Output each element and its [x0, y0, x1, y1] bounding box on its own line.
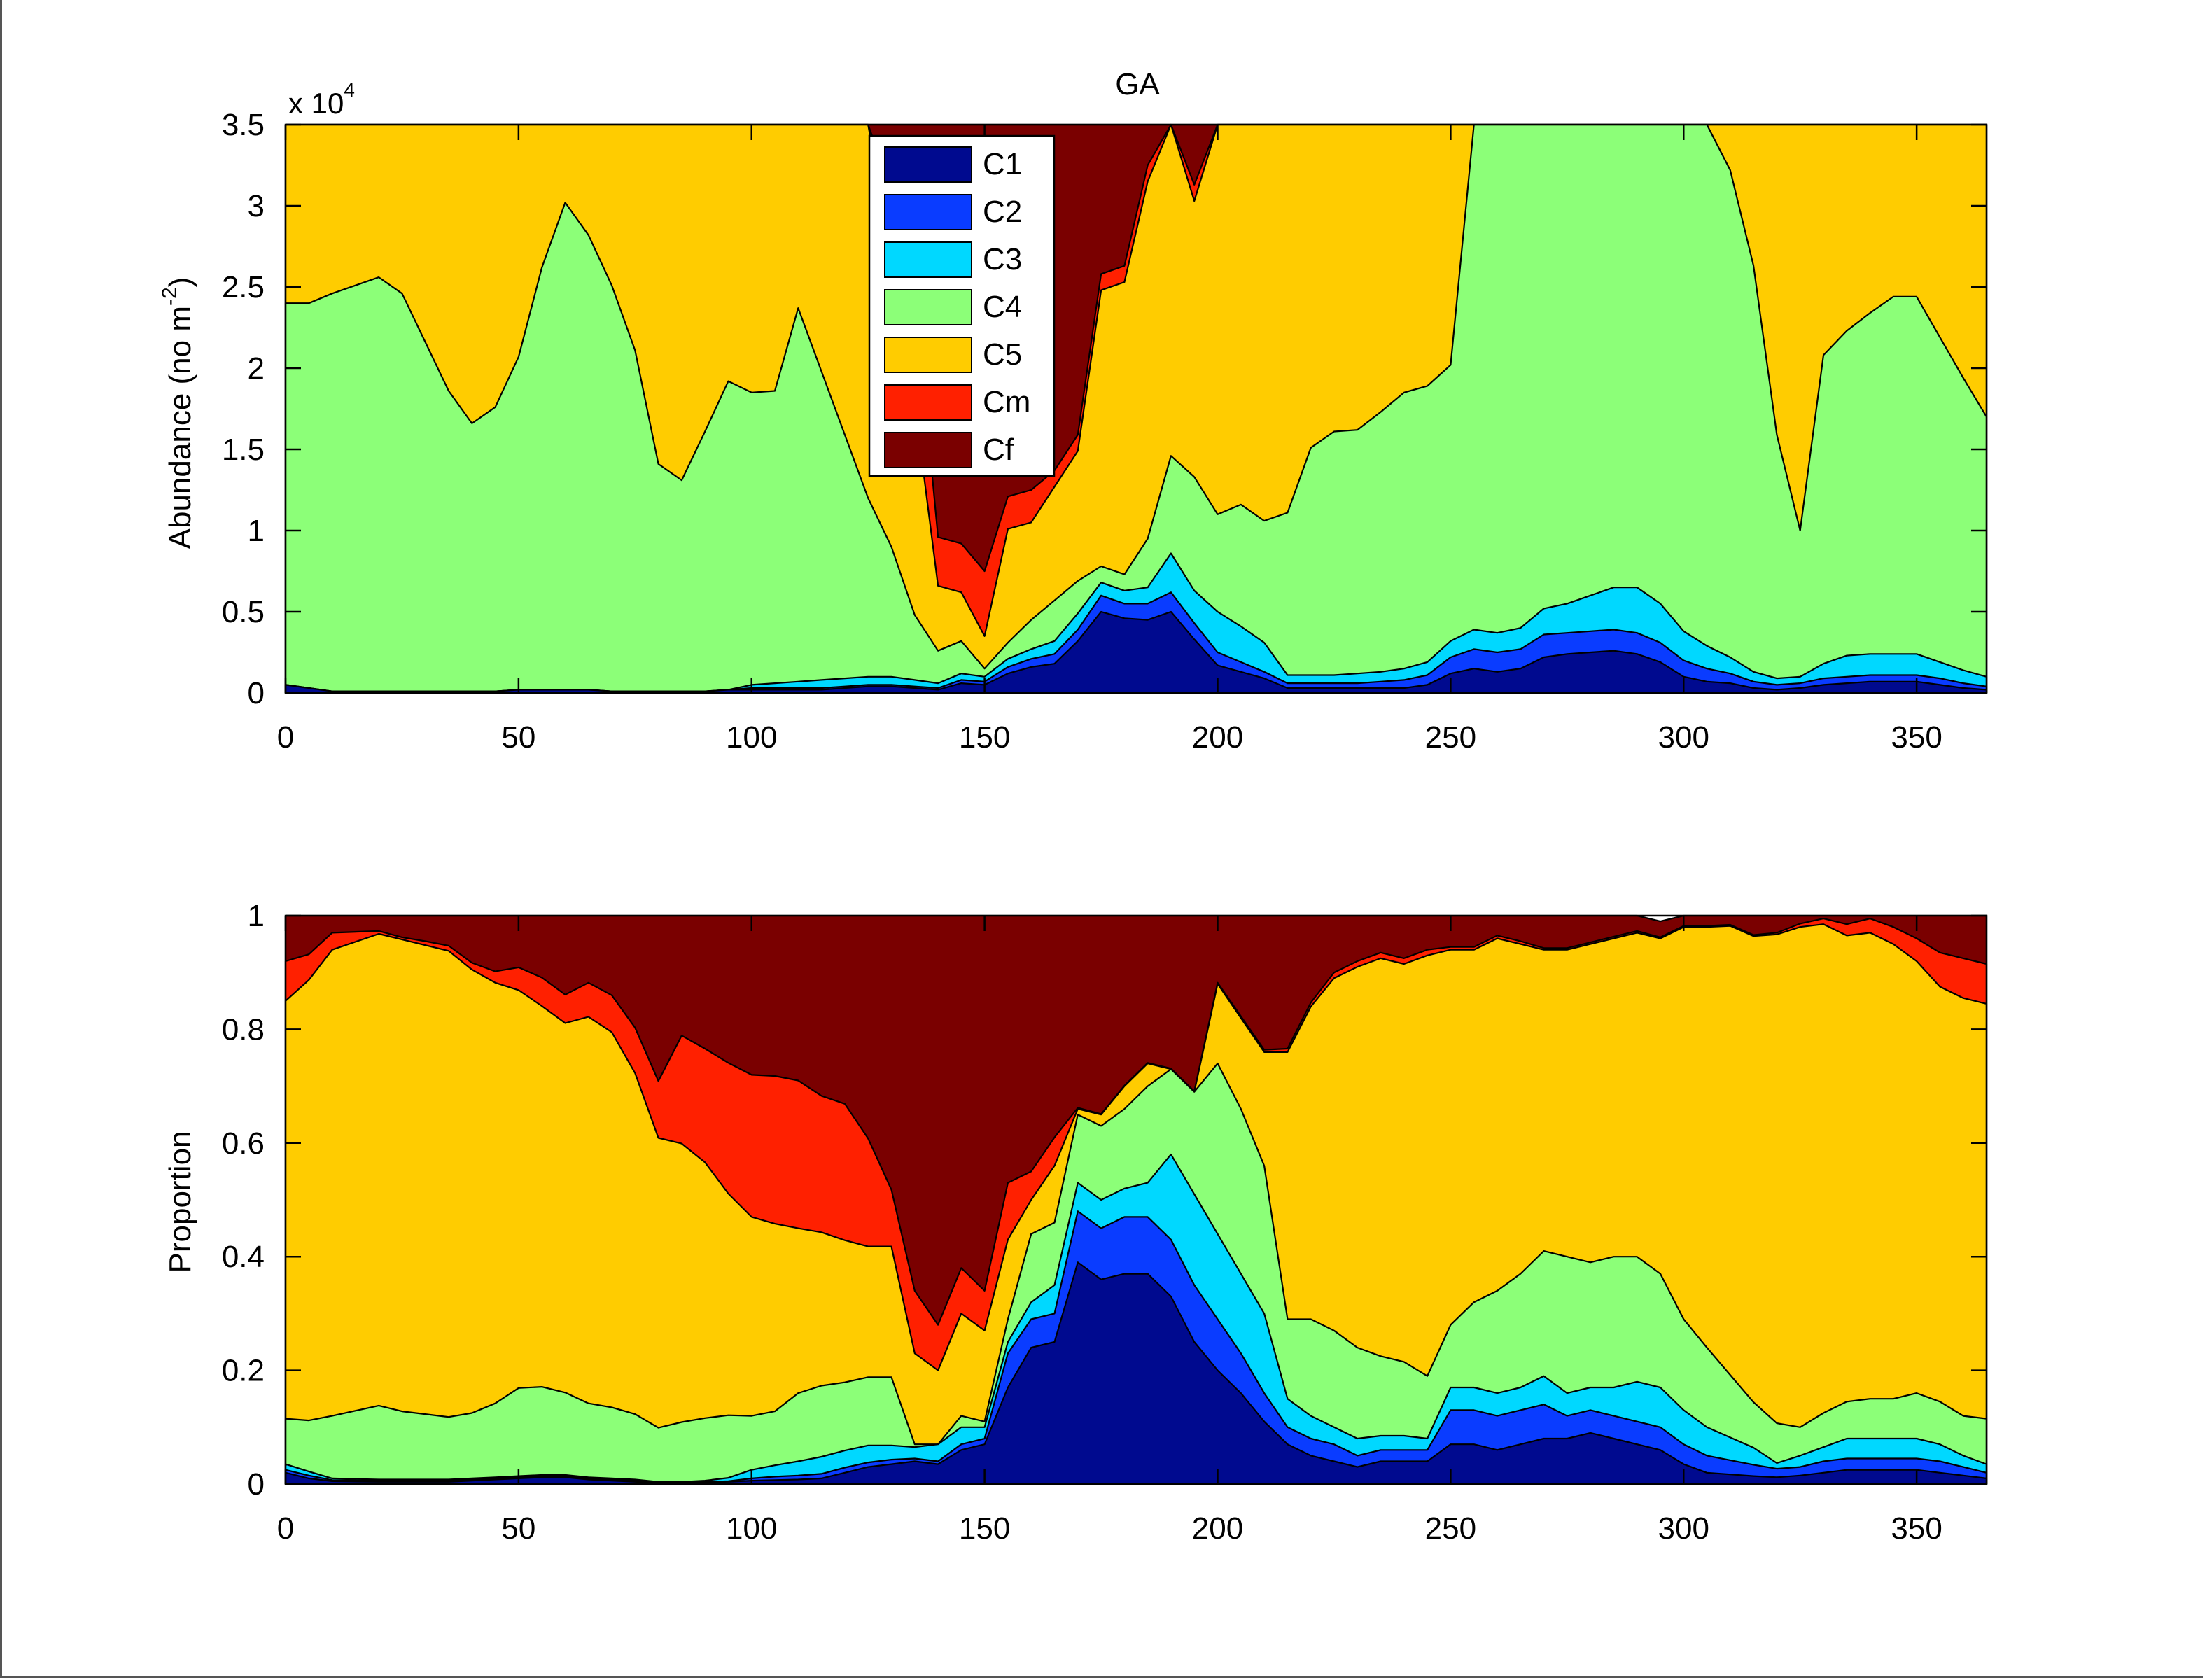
y-tick-label: 1	[248, 899, 265, 933]
area-series-c1	[284, 1261, 1988, 1485]
y-tick-label: 3	[248, 189, 265, 223]
y-tick-label: 2.5	[222, 270, 265, 304]
proportion-panel: Proportion 0 50 100 150 200 250 300 350 0 0.2 0.4 0…	[163, 899, 1988, 1546]
legend-label-c1: C1	[983, 147, 1022, 181]
stacked-areas	[284, 123, 1988, 694]
y-exponent-label: x 104	[288, 79, 355, 120]
stacked-areas	[284, 914, 1988, 1485]
abundance-panel: GA x 104 Abundance (no m-2) 0 50 100 150 200…	[158, 67, 1988, 755]
y-axis-label-bottom: Proportion	[163, 1130, 197, 1273]
x-tick-label: 350	[1891, 720, 1942, 755]
legend-swatch-c3	[884, 241, 972, 278]
legend-label-c3: C3	[983, 242, 1022, 276]
x-tick-label: 0	[277, 720, 294, 755]
x-tick-label: 150	[959, 720, 1010, 755]
x-tick-label: 250	[1425, 720, 1476, 755]
x-tick-label: 200	[1192, 1511, 1243, 1546]
y-exponent-power: 4	[344, 79, 355, 101]
y-axis-label-exponent: -2	[158, 287, 181, 306]
legend-label-c4: C4	[983, 290, 1022, 324]
y-exponent-base: x 10	[288, 87, 344, 120]
y-tick-label: 0.2	[222, 1354, 265, 1388]
legend-swatch-cm	[884, 384, 972, 421]
legend-label-c5: C5	[983, 337, 1022, 372]
legend-swatch-cf	[884, 432, 972, 468]
x-tick-label: 100	[726, 1511, 777, 1546]
legend: C1 C2 C3 C4 C5 Cm Cf	[868, 134, 1056, 477]
y-tick-label: 0	[248, 676, 265, 710]
x-tick-label: 300	[1658, 720, 1709, 755]
x-tick-label: 150	[959, 1511, 1010, 1546]
legend-swatch-c5	[884, 337, 972, 373]
legend-swatch-c1	[884, 146, 972, 183]
y-tick-label: 1	[248, 514, 265, 548]
chart-title: GA	[1115, 67, 1160, 102]
y-axis-label-text: Abundance (no m	[163, 306, 197, 549]
y-axis-label-close: )	[163, 277, 197, 288]
x-tick-label: 200	[1192, 720, 1243, 755]
axes-box	[284, 123, 1988, 694]
legend-swatch-c4	[884, 289, 972, 326]
y-tick-label: 0.5	[222, 595, 265, 629]
legend-swatch-c2	[884, 194, 972, 230]
x-tick-label: 300	[1658, 1511, 1709, 1546]
y-tick-label: 0.6	[222, 1126, 265, 1161]
y-tick-label: 0	[248, 1467, 265, 1502]
y-tick-label: 0.8	[222, 1012, 265, 1046]
x-tick-label: 0	[277, 1511, 294, 1546]
legend-label-cf: Cf	[983, 433, 1014, 467]
y-axis-label-top: Abundance (no m-2)	[158, 277, 197, 550]
area-series-c1	[284, 610, 1988, 694]
y-tick-label: 3.5	[222, 108, 265, 142]
area-series-c4	[284, 123, 1988, 694]
axes-box	[284, 914, 1988, 1485]
x-tick-label: 50	[501, 1511, 536, 1546]
legend-label-c2: C2	[983, 195, 1022, 229]
legend-label-cm: Cm	[983, 385, 1030, 419]
x-tick-label: 100	[726, 720, 777, 755]
x-tick-label: 350	[1891, 1511, 1942, 1546]
x-tick-label: 50	[501, 720, 536, 755]
y-tick-label: 1.5	[222, 433, 265, 467]
y-tick-label: 2	[248, 351, 265, 386]
y-tick-label: 0.4	[222, 1240, 265, 1274]
x-tick-label: 250	[1425, 1511, 1476, 1546]
